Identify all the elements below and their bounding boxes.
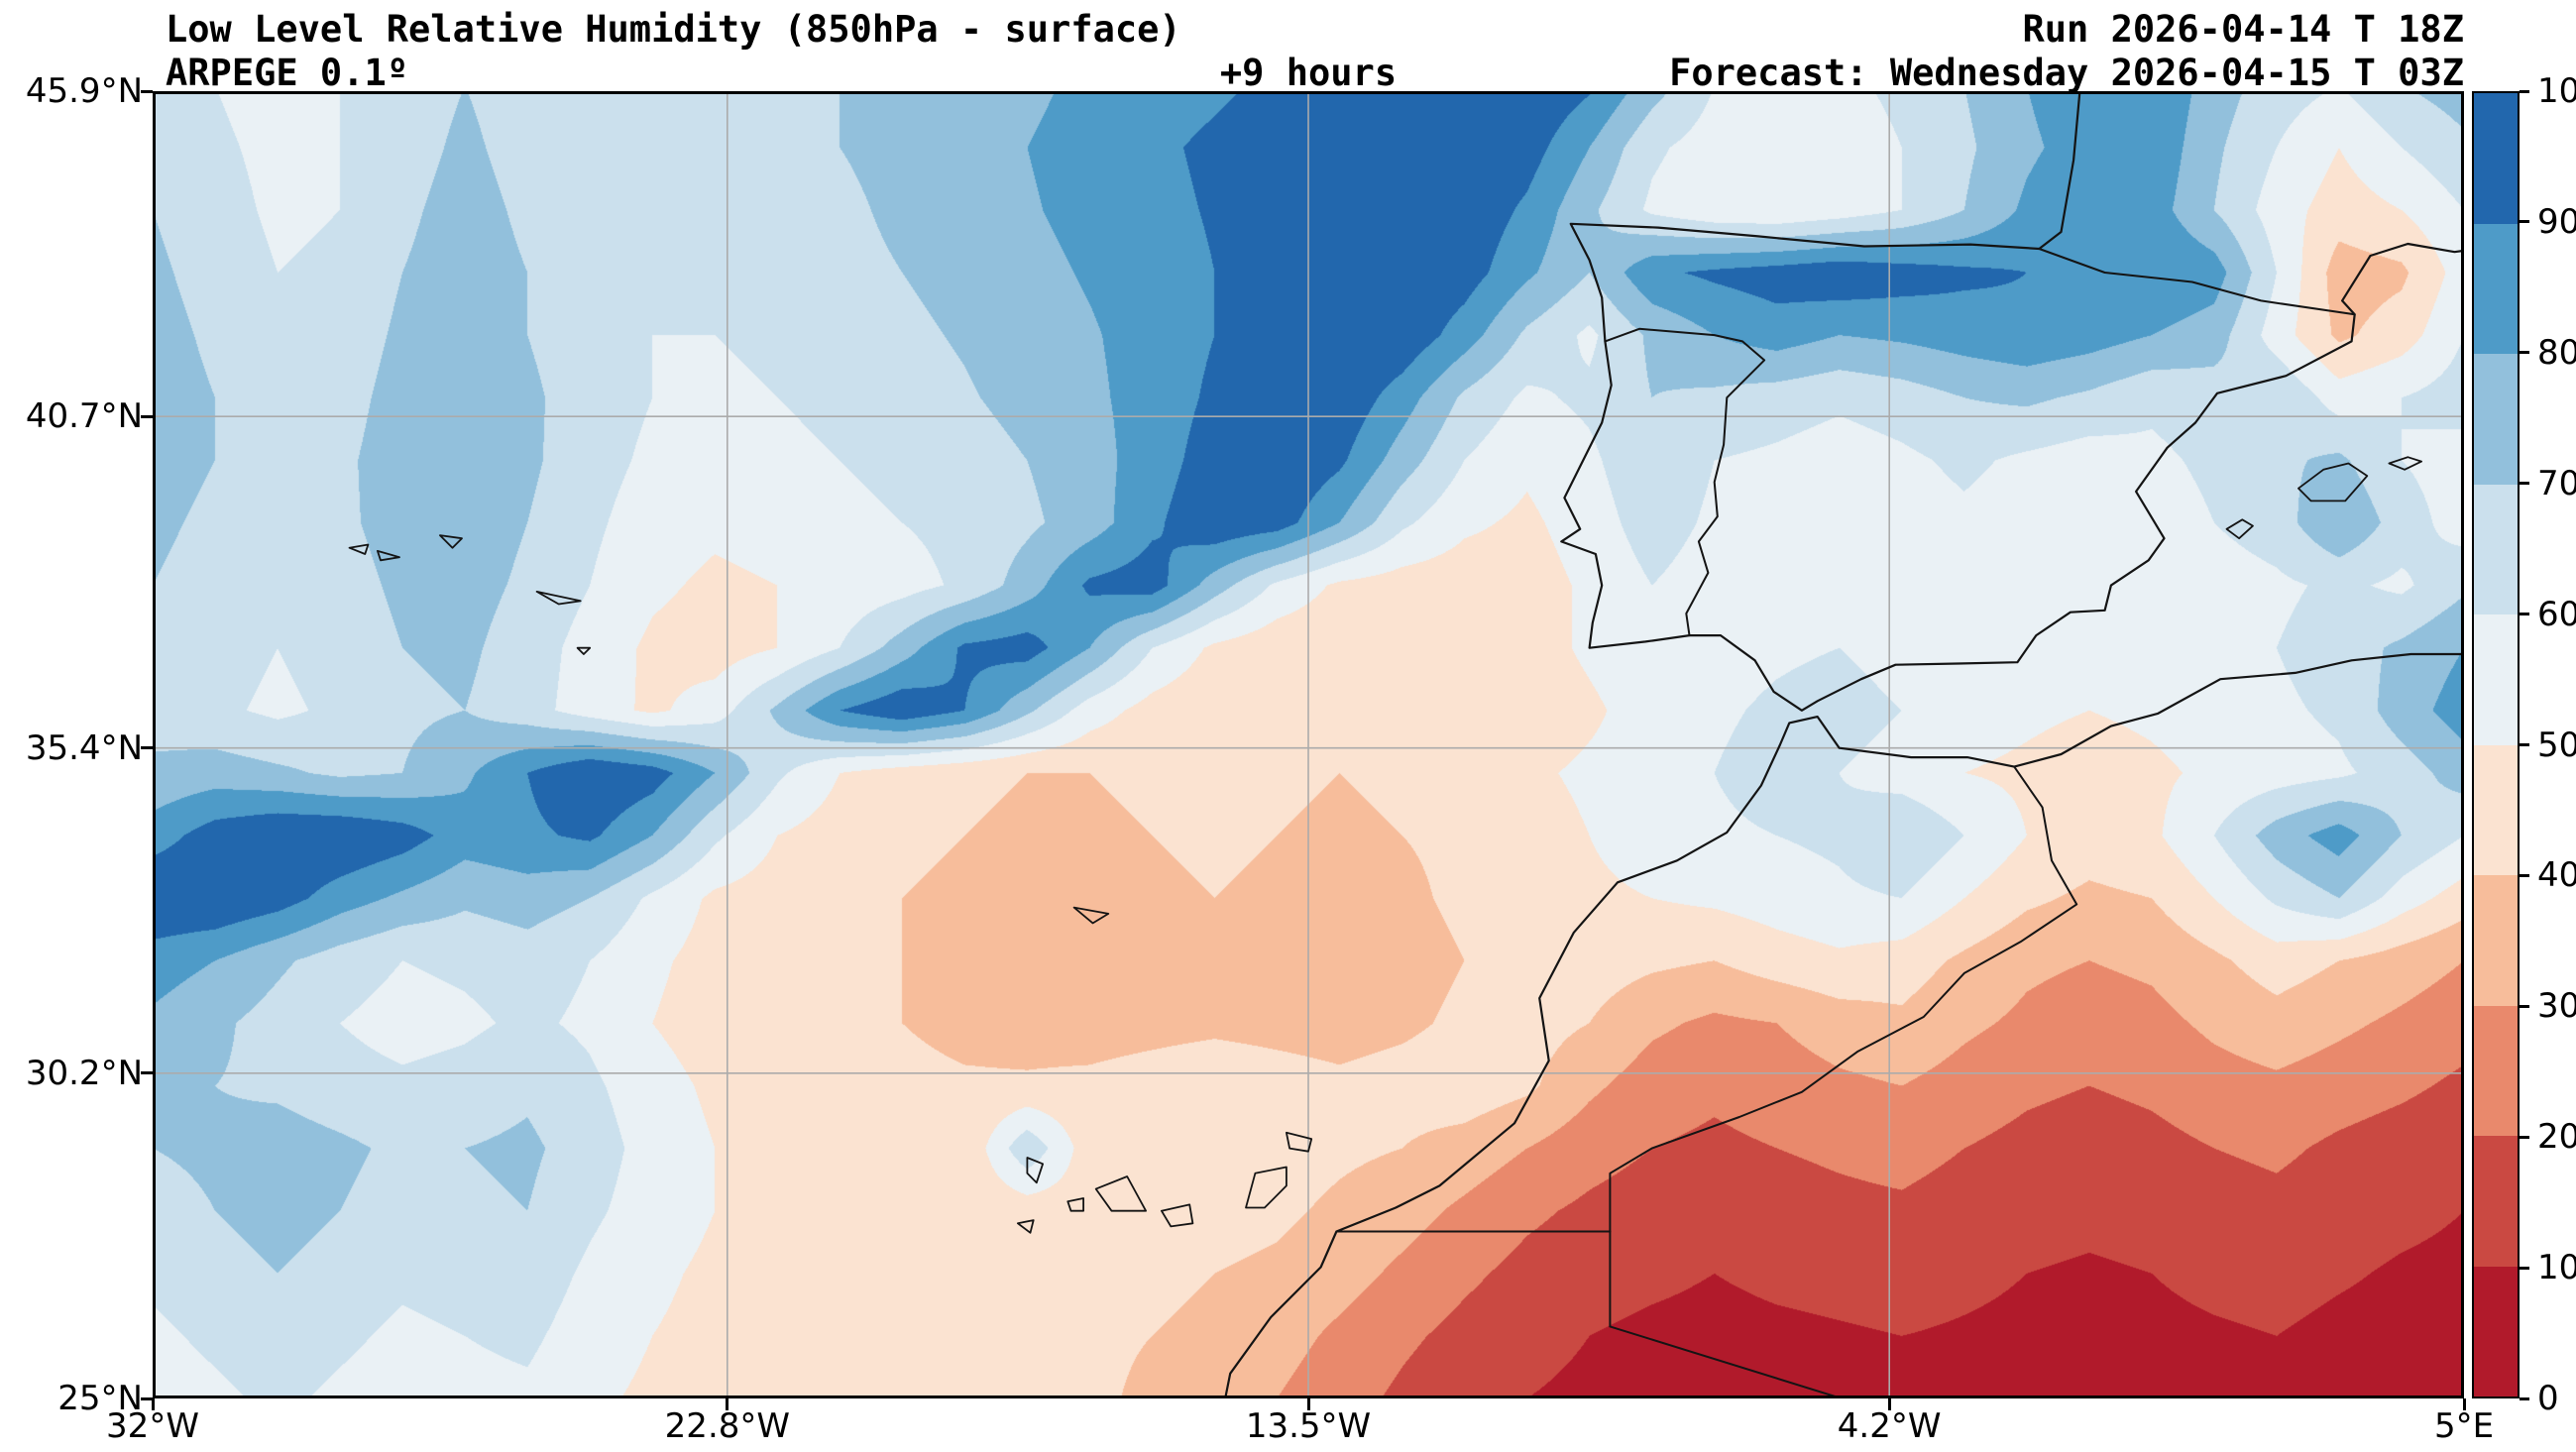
island-outline — [1286, 1131, 1313, 1153]
colorbar-tick-label: 100 — [2537, 71, 2576, 111]
colorbar-segment — [2474, 93, 2518, 224]
colorbar-tick-label: 60 — [2537, 594, 2576, 634]
country-border — [1609, 765, 2078, 1233]
y-tick-label: 30.2°N — [25, 1053, 143, 1093]
x-tick-mark — [1306, 1398, 1310, 1410]
colorbar-tick-label: 50 — [2537, 725, 2576, 765]
x-tick-label: 13.5°W — [1245, 1406, 1372, 1446]
island-outline — [1072, 906, 1110, 925]
colorbar-tick-label: 90 — [2537, 201, 2576, 242]
y-tick-label: 35.4°N — [25, 727, 143, 768]
colorbar-tick-label: 80 — [2537, 332, 2576, 373]
island-outline — [1026, 1157, 1044, 1184]
y-tick-mark — [141, 746, 153, 750]
island-outline — [535, 591, 582, 606]
colorbar-tick-mark — [2520, 1396, 2529, 1400]
colorbar-segment — [2474, 744, 2518, 875]
colorbar-tick-label: 20 — [2537, 1117, 2576, 1158]
colorbar-tick-mark — [2520, 482, 2529, 486]
colorbar-tick-mark — [2520, 351, 2529, 355]
colorbar-segment — [2474, 223, 2518, 354]
y-tick-label: 45.9°N — [25, 71, 143, 111]
colorbar-segment — [2474, 1136, 2518, 1267]
island-outline — [2225, 518, 2254, 540]
y-tick-mark — [141, 1071, 153, 1075]
island-outline — [377, 550, 400, 562]
colorbar — [2472, 91, 2520, 1398]
colorbar-tick-label: 70 — [2537, 463, 2576, 503]
colorbar-segment — [2474, 1266, 2518, 1396]
coastline — [1560, 91, 2464, 712]
colorbar-tick-label: 0 — [2537, 1379, 2559, 1418]
x-tick-mark — [726, 1398, 729, 1410]
x-tick-label: 32°W — [106, 1406, 199, 1446]
y-tick-mark — [141, 89, 153, 93]
coastline — [1224, 652, 2464, 1398]
y-tick-mark — [141, 1396, 153, 1400]
chart-title: Low Level Relative Humidity (850hPa - su… — [166, 8, 1181, 51]
colorbar-tick-mark — [2520, 613, 2529, 616]
x-tick-mark — [151, 1398, 155, 1410]
colorbar-segment — [2474, 875, 2518, 1006]
island-outline — [1245, 1166, 1288, 1209]
island-outline — [1066, 1197, 1084, 1212]
map-overlay-svg — [153, 91, 2464, 1398]
island-outline — [1017, 1219, 1035, 1234]
colorbar-tick-label: 30 — [2537, 986, 2576, 1027]
island-outline — [1161, 1203, 1194, 1228]
island-outline — [576, 646, 592, 655]
model-label: ARPEGE 0.1º — [166, 52, 409, 94]
x-tick-label: 22.8°W — [664, 1406, 791, 1446]
y-tick-mark — [141, 414, 153, 418]
colorbar-tick-mark — [2520, 1135, 2529, 1139]
x-tick-mark — [1887, 1398, 1891, 1410]
y-tick-label: 40.7°N — [25, 396, 143, 437]
island-outline — [2297, 462, 2369, 503]
colorbar-segment — [2474, 354, 2518, 485]
x-tick-mark — [2462, 1398, 2466, 1410]
colorbar-tick-label: 40 — [2537, 855, 2576, 896]
island-outline — [2388, 456, 2422, 471]
country-border — [1609, 1325, 1846, 1398]
colorbar-tick-mark — [2520, 1266, 2529, 1270]
colorbar-tick-mark — [2520, 873, 2529, 877]
y-tick-label: 25°N — [57, 1379, 143, 1418]
country-border — [2038, 248, 2356, 316]
forecast-label: Forecast: Wednesday 2026-04-15 T 03Z — [1669, 52, 2464, 94]
colorbar-segment — [2474, 614, 2518, 745]
map-plot-area — [153, 91, 2464, 1398]
colorbar-tick-mark — [2520, 743, 2529, 746]
x-tick-label: 5°E — [2433, 1406, 2495, 1446]
plot-frame — [153, 91, 2464, 1398]
run-label: Run 2026-04-14 T 18Z — [2022, 8, 2464, 51]
colorbar-segment — [2474, 484, 2518, 614]
lead-time-label: +9 hours — [1219, 52, 1398, 94]
island-outline — [1094, 1175, 1147, 1212]
colorbar-segment — [2474, 1005, 2518, 1136]
island-outline — [439, 534, 463, 549]
colorbar-tick-mark — [2520, 1004, 2529, 1008]
x-tick-label: 4.2°W — [1837, 1406, 1942, 1446]
colorbar-tick-mark — [2520, 220, 2529, 224]
colorbar-tick-mark — [2520, 89, 2529, 93]
colorbar-tick-label: 10 — [2537, 1248, 2576, 1288]
island-outline — [348, 543, 370, 555]
country-border — [1604, 327, 1766, 637]
